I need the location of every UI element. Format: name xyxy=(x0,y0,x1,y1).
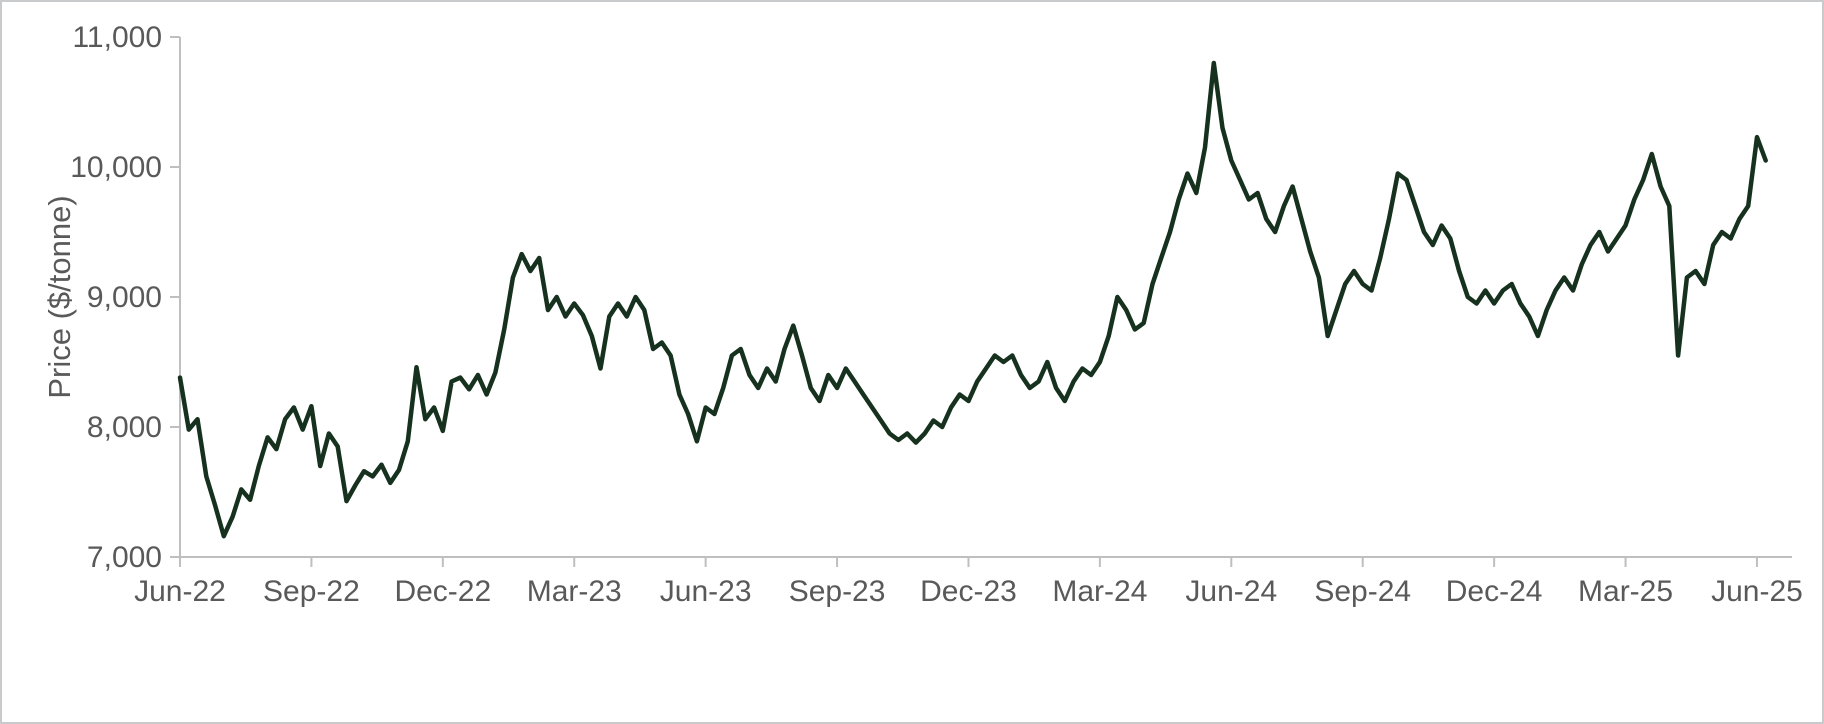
x-tick-label: Mar-24 xyxy=(1052,575,1147,608)
y-tick-label: 11,000 xyxy=(72,21,162,54)
x-tick-label: Dec-22 xyxy=(394,575,491,608)
x-tick-label: Sep-23 xyxy=(789,575,886,608)
x-tick-label: Mar-25 xyxy=(1578,575,1673,608)
price-series-line xyxy=(177,60,1768,539)
y-tick-label: 7,000 xyxy=(87,541,162,574)
y-tick-label: 10,000 xyxy=(70,151,162,184)
x-tick-label: Jun-24 xyxy=(1185,575,1277,608)
x-tick-label: Dec-24 xyxy=(1446,575,1543,608)
x-tick-label: Jun-22 xyxy=(134,575,226,608)
y-tick-label: 8,000 xyxy=(87,411,162,444)
x-tick-label: Jun-23 xyxy=(660,575,752,608)
x-tick-label: Mar-23 xyxy=(527,575,622,608)
x-tick-label: Dec-23 xyxy=(920,575,1017,608)
y-tick-label: 9,000 xyxy=(87,281,162,314)
x-tick-label: Sep-22 xyxy=(263,575,360,608)
x-tick-label: Jun-25 xyxy=(1711,575,1803,608)
x-tick-label: Sep-24 xyxy=(1314,575,1411,608)
